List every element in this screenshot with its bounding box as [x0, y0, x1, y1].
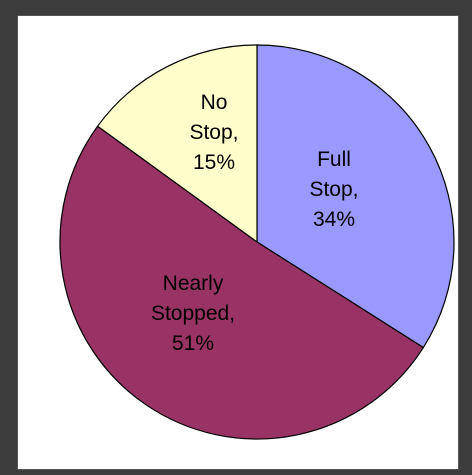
slice-label-full-stop: Full Stop, 34%	[309, 148, 358, 231]
slice-label-line: Stop,	[189, 121, 238, 144]
slice-label-line: No	[201, 91, 228, 114]
pie-slice-no-stop	[96, 44, 258, 244]
pie-slice-nearly-stopped	[59, 125, 425, 440]
slice-label-line: Stopped,	[151, 302, 235, 325]
slice-label-line: Full	[317, 148, 351, 171]
slice-label-line: 51%	[172, 332, 214, 355]
slice-label-line: Nearly	[163, 272, 224, 295]
slice-label-line: Stop,	[309, 178, 358, 201]
slice-label-nearly-stopped: Nearly Stopped, 51%	[151, 272, 235, 355]
pie-slice-full-stop	[256, 44, 455, 349]
chart-area: Full Stop, 34% Nearly Stopped, 51% No Stop, 15%	[17, 15, 459, 470]
slice-label-line: 15%	[193, 151, 235, 174]
pie-chart: Full Stop, 34% Nearly Stopped, 51% No Stop, 15%	[59, 44, 455, 440]
slice-label-no-stop: No Stop, 15%	[189, 91, 238, 174]
slice-label-line: 34%	[313, 208, 355, 231]
